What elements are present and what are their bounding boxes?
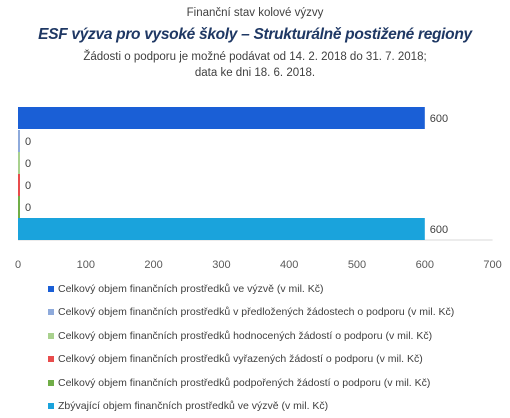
x-tick-label: 500 bbox=[348, 259, 366, 271]
chart-title: ESF výzva pro vysoké školy – Strukturáln… bbox=[38, 26, 472, 43]
legend-item: Celkový objem finančních prostředků ve v… bbox=[48, 277, 498, 301]
x-tick-label: 100 bbox=[77, 259, 95, 271]
x-tick-label: 700 bbox=[483, 259, 501, 271]
legend-item: Celkový objem finančních prostředků vyřa… bbox=[48, 348, 498, 372]
legend-swatch bbox=[48, 403, 54, 410]
data-label: 600 bbox=[430, 224, 448, 236]
legend-label: Zbývající objem finančních prostředků ve… bbox=[58, 400, 329, 413]
bar-chart: 0 100 200 300 400 500 600 700 600 0 0 0 0 600 bbox=[15, 107, 502, 271]
chart-subtitle-line-2: data ke dni 18. 6. 2018. bbox=[194, 67, 316, 79]
data-label: 0 bbox=[25, 158, 31, 170]
bar bbox=[18, 218, 425, 240]
legend-swatch bbox=[48, 309, 54, 316]
data-label: 0 bbox=[25, 180, 31, 192]
x-tick-label: 300 bbox=[212, 259, 230, 271]
x-tick-label: 0 bbox=[15, 259, 21, 271]
x-tick-label: 200 bbox=[144, 259, 162, 271]
data-label: 600 bbox=[430, 113, 448, 125]
bar bbox=[18, 174, 20, 196]
legend-swatch bbox=[48, 332, 54, 339]
data-label: 0 bbox=[25, 136, 31, 148]
legend-label: Celkový objem finančních prostředků vyřa… bbox=[58, 353, 423, 366]
legend-item: Celkový objem finančních prostředků v př… bbox=[48, 301, 498, 325]
x-tick-label: 400 bbox=[280, 259, 298, 271]
chart-subtitle-line-1: Žádosti o podporu je možné podávat od 14… bbox=[83, 51, 427, 63]
bar bbox=[18, 196, 20, 218]
legend-item: Celkový objem finančních prostředků hodn… bbox=[48, 324, 498, 348]
bar bbox=[18, 130, 20, 152]
legend-swatch bbox=[48, 356, 54, 363]
legend-label: Celkový objem finančních prostředků hodn… bbox=[58, 329, 433, 342]
data-label: 0 bbox=[25, 202, 31, 214]
legend-label: Celkový objem finančních prostředků podp… bbox=[58, 376, 431, 389]
legend-swatch bbox=[48, 285, 54, 292]
x-tick-label: 600 bbox=[416, 259, 434, 271]
legend-label: Celkový objem finančních prostředků v př… bbox=[58, 306, 455, 319]
legend-item: Zbývající objem finančních prostředků ve… bbox=[48, 395, 498, 418]
legend-item: Celkový objem finančních prostředků podp… bbox=[48, 371, 498, 395]
bar bbox=[18, 107, 425, 129]
legend-swatch bbox=[48, 379, 54, 386]
bar bbox=[18, 152, 20, 174]
chart-subtitle: Žádosti o podporu je možné podávat od 14… bbox=[0, 49, 510, 81]
chart-legend: Celkový objem finančních prostředků ve v… bbox=[48, 277, 498, 418]
legend-label: Celkový objem finančních prostředků ve v… bbox=[58, 282, 324, 295]
chart-supertitle: Finanční stav kolové výzvy bbox=[186, 7, 324, 19]
